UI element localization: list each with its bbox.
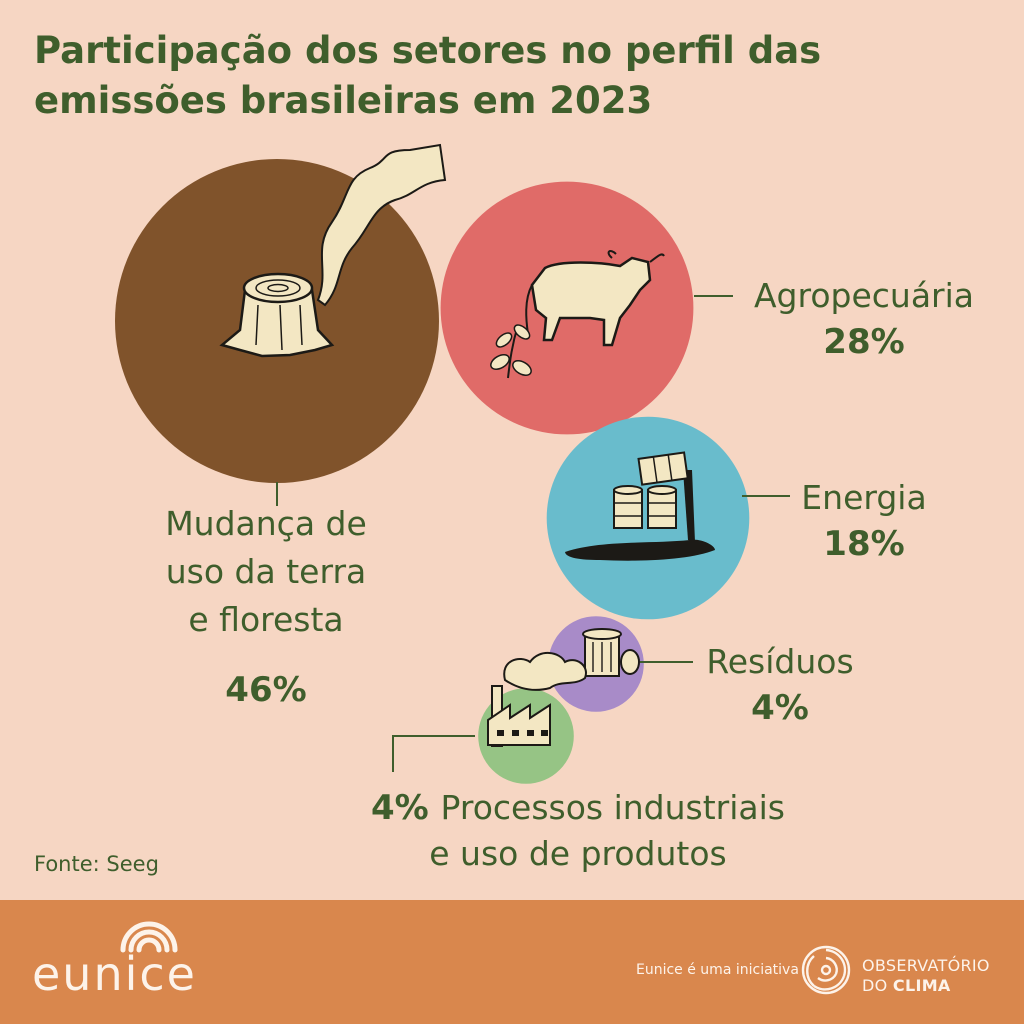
eunice-logo: eunice [32, 921, 197, 1000]
smoke-icon [316, 143, 447, 307]
initiative-text: Eunice é uma iniciativa [636, 962, 799, 978]
value-label-3: 4% [751, 688, 809, 728]
observatorio-clima-logo-icon [801, 945, 851, 995]
org-name-line2: DO CLIMA [862, 976, 990, 996]
cow-icon [525, 250, 665, 347]
chart-title: Participação dos setores no perfil das e… [34, 29, 822, 122]
org-name-line2a: DO [862, 976, 893, 995]
series-label-2: Energia [801, 478, 926, 517]
series-label-3: Resíduos [706, 642, 853, 681]
org-name: OBSERVATÓRIO DO CLIMA [862, 956, 990, 996]
value-label-0: 46% [225, 670, 306, 710]
bubble-chart: Mudança de uso da terra e floresta 46% Agrop… [115, 143, 974, 873]
factory-icon [487, 652, 587, 747]
series-label-4-line2: e uso de produtos [429, 834, 726, 873]
leader-line-4 [392, 735, 475, 772]
value-label-4: 4% [371, 788, 441, 828]
org-name-line1: OBSERVATÓRIO [862, 956, 990, 975]
series-label-0-line2: uso da terra [166, 552, 366, 591]
series-label-0: Mudança de [165, 504, 367, 543]
org-name-line2b: CLIMA [892, 976, 951, 995]
footer-bar: eunice Eunice é uma iniciativa OBSERVATÓ… [0, 900, 1024, 1024]
value-label-2: 18% [823, 524, 904, 564]
oil-barrels-icon [565, 451, 715, 561]
series-label-4: 4% Processos industriais [371, 788, 785, 828]
value-label-1: 28% [823, 322, 904, 362]
tree-stump-icon [219, 272, 335, 358]
series-label-0-line3: e floresta [188, 600, 343, 639]
trash-can-icon [582, 628, 640, 677]
series-label-1: Agropecuária [754, 276, 974, 315]
brand-wordmark: eunice [32, 947, 197, 1000]
plant-icon [490, 324, 532, 379]
source-note: Fonte: Seeg [34, 852, 159, 876]
